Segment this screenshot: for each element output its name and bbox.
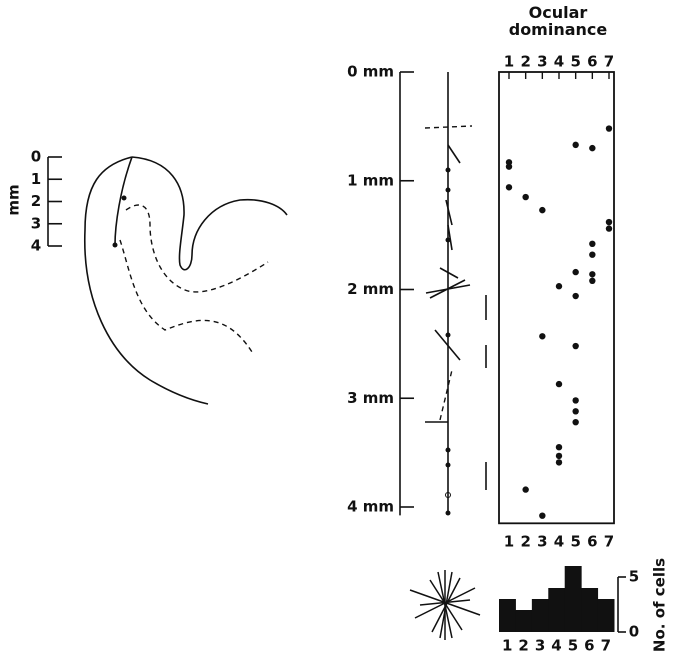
data-point (555, 443, 563, 451)
x-tick-label: 3 (537, 53, 547, 71)
data-point (572, 141, 579, 149)
chart-title: Ocular dominance (508, 3, 608, 39)
x-tick-label: 4 (554, 53, 564, 71)
data-point (572, 292, 579, 300)
y-tick-label: 5 (629, 568, 639, 586)
data-point (589, 144, 596, 152)
data-point (539, 333, 546, 340)
x-tick-label: 5 (568, 637, 578, 655)
data-point (505, 184, 513, 191)
x-tick-label: 5 (570, 533, 580, 551)
scale-label: 2 (31, 192, 41, 210)
data-point (572, 342, 579, 350)
data-point (572, 268, 579, 276)
bar (531, 599, 549, 632)
y-tick-label: 2 mm (347, 280, 394, 298)
data-point (589, 271, 596, 278)
y-tick-label: 0 (629, 623, 639, 641)
data-point (505, 163, 513, 170)
x-tick-label: 6 (584, 637, 594, 655)
electrode-track (424, 72, 487, 516)
data-point (589, 251, 596, 258)
x-tick-label: 1 (504, 533, 514, 551)
x-tick-label: 1 (502, 637, 512, 655)
x-tick-label: 4 (551, 637, 561, 655)
x-tick-label: 2 (520, 53, 530, 71)
data-point (539, 206, 546, 214)
scale-label: 0 (31, 148, 41, 166)
x-tick-label: 2 (520, 533, 530, 551)
y-tick-label: 1 mm (347, 171, 394, 189)
x-tick-label: 7 (601, 637, 611, 655)
y-tick-label: 3 mm (347, 389, 394, 407)
data-point (572, 408, 579, 415)
data-point (522, 486, 529, 493)
x-tick-label: 6 (587, 53, 597, 71)
x-tick-label: 3 (535, 637, 545, 655)
data-point (539, 512, 546, 519)
data-point (555, 452, 563, 460)
scale-unit: mm (5, 184, 23, 215)
bar (515, 610, 533, 632)
x-tick-label: 6 (587, 533, 597, 551)
y-axis-label: No. of cells (651, 558, 669, 652)
data-point (555, 380, 563, 388)
orientation-rose (409, 570, 481, 640)
bar (597, 599, 615, 632)
x-tick-label: 7 (604, 53, 614, 71)
data-point (605, 125, 613, 132)
bar (499, 599, 516, 632)
y-tick-label: 0 mm (347, 63, 394, 81)
data-point (589, 240, 596, 248)
x-tick-label: 7 (604, 533, 614, 551)
x-tick-label: 1 (504, 53, 514, 71)
x-tick-label: 5 (570, 53, 580, 71)
data-point (589, 277, 596, 284)
data-point (522, 193, 529, 201)
x-tick-label: 3 (537, 533, 547, 551)
data-point (605, 218, 613, 226)
y-tick-label: 4 mm (347, 498, 394, 516)
x-tick-label: 2 (518, 637, 528, 655)
x-tick-label: 4 (554, 533, 564, 551)
data-point (572, 397, 579, 404)
bar (548, 588, 566, 632)
data-point (555, 283, 563, 290)
section-drawing (84, 156, 288, 405)
bar (564, 566, 582, 632)
data-point (605, 225, 613, 232)
plot-frame (498, 71, 615, 525)
data-point (572, 418, 579, 426)
scale-label: 4 (31, 237, 41, 255)
scale-label: 1 (31, 170, 41, 188)
bar (581, 588, 599, 632)
data-point (555, 459, 563, 466)
scale-label: 3 (31, 214, 41, 232)
